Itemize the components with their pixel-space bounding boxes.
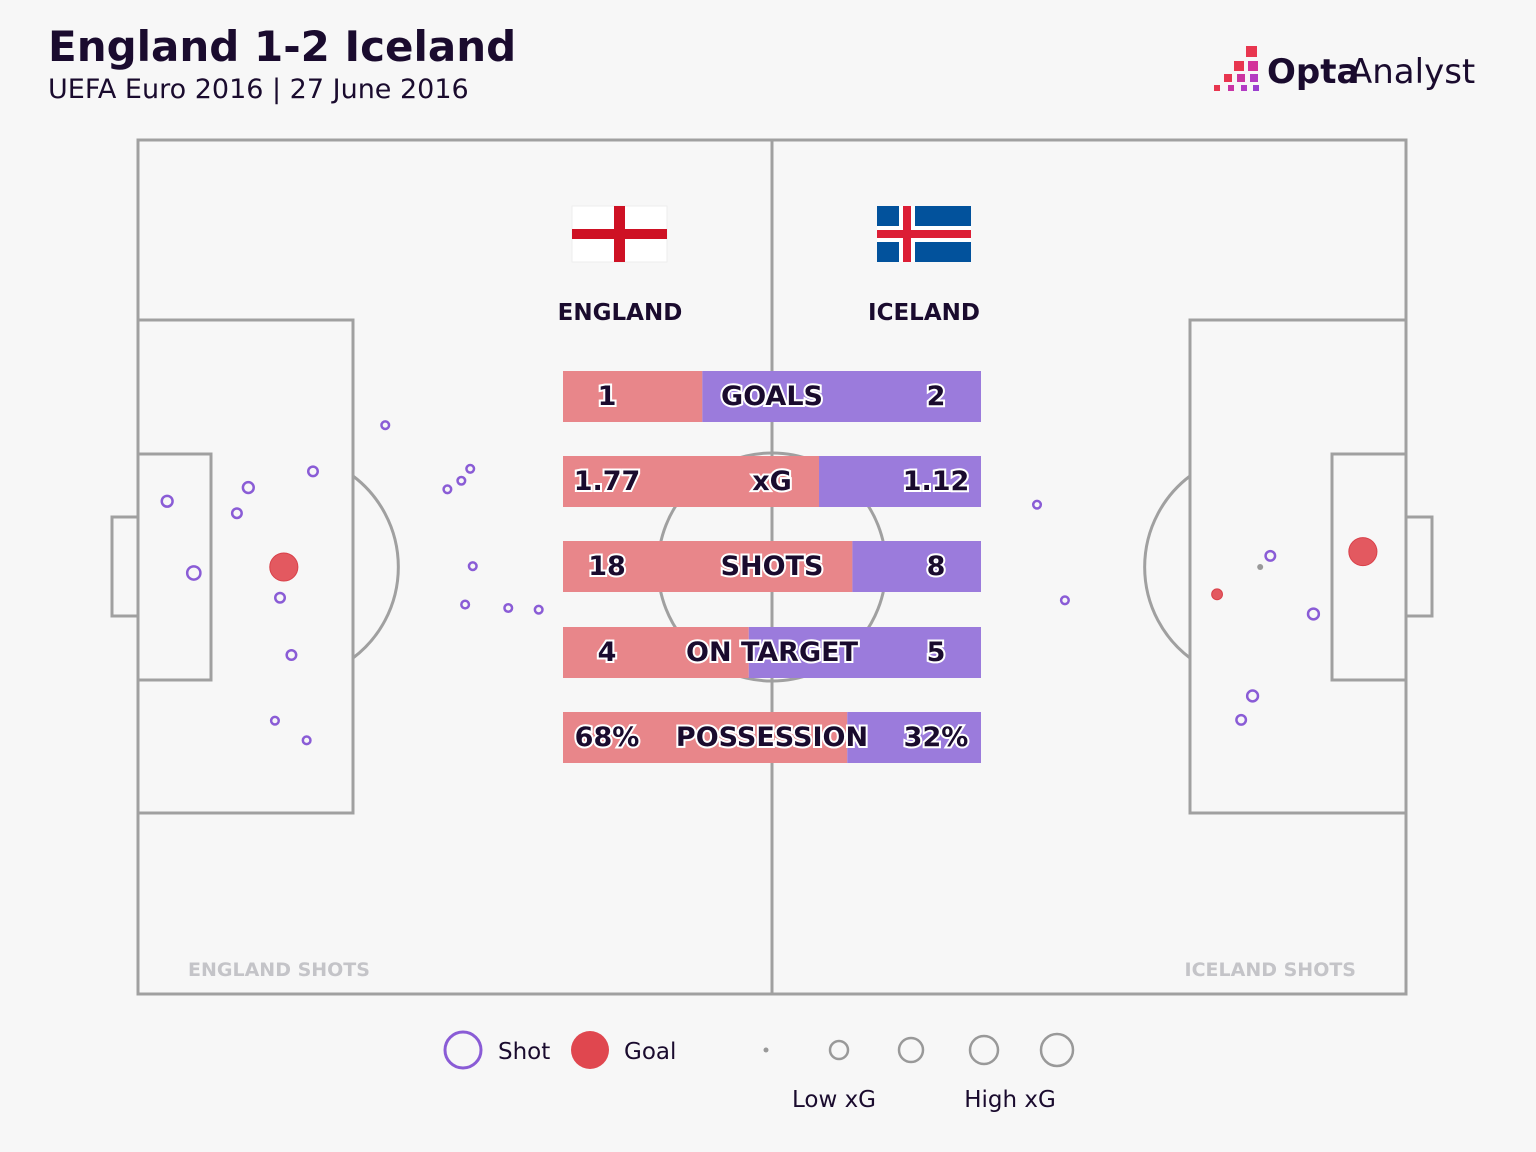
shot-marker xyxy=(456,475,467,486)
shot-marker xyxy=(503,602,514,614)
shot-marker xyxy=(1031,499,1043,510)
pitch xyxy=(110,138,1434,996)
shot-marker xyxy=(1059,595,1070,606)
stat-label: xG xyxy=(752,466,792,497)
home-bar xyxy=(563,627,749,678)
legend-xg-size-3-icon xyxy=(897,1036,925,1064)
stat-label: SHOTS xyxy=(721,551,824,582)
logo-text-bold: Opta xyxy=(1267,52,1359,92)
stat-row-goals: 1 GOALS 2 xyxy=(563,371,981,422)
right-penalty-arc xyxy=(1143,474,1191,660)
home-team-name: ENGLAND xyxy=(558,300,683,326)
shot-marker xyxy=(442,484,453,495)
legend-xg-size-1-icon xyxy=(763,1047,769,1053)
away-bar xyxy=(852,541,981,592)
shot-marker xyxy=(465,463,476,474)
shot-marker xyxy=(1306,607,1321,621)
home-bar xyxy=(563,712,848,763)
left-penalty-box xyxy=(136,318,355,815)
right-goal xyxy=(1404,515,1434,618)
stats-comparison: 1 GOALS 2 1.77 xG 1.12 18 SHOTS 8 4 ON TARGET 5 68% P… xyxy=(563,371,981,763)
home-value: 1.77 xyxy=(574,466,641,497)
shot-marker xyxy=(285,648,298,661)
shot-marker xyxy=(274,591,287,604)
logo-text-light: Analyst xyxy=(1349,52,1475,92)
iceland-flag-icon xyxy=(877,206,971,262)
legend-high-xg-label: High xG xyxy=(964,1087,1056,1113)
away-bar xyxy=(847,712,981,763)
shot-marker xyxy=(241,480,255,495)
shot-marker xyxy=(1245,689,1260,703)
away-value: 5 xyxy=(927,637,946,668)
shot-marker xyxy=(269,715,280,726)
goal-marker xyxy=(1348,537,1378,567)
away-value: 2 xyxy=(927,381,946,412)
home-bar xyxy=(563,456,820,507)
legend-goal-label: Goal xyxy=(624,1039,676,1065)
shot-marker xyxy=(1264,549,1277,562)
shot-marker xyxy=(1257,564,1264,570)
right-six-yard-box xyxy=(1330,452,1408,682)
logo-mark-icon xyxy=(1214,46,1259,91)
shot-marker xyxy=(185,565,202,581)
home-value: 68% xyxy=(575,722,640,753)
stat-label: ON TARGET xyxy=(686,637,859,668)
legend-xg-size-2-icon xyxy=(828,1039,850,1061)
stat-label: POSSESSION xyxy=(676,722,868,753)
stat-row-shots: 18 SHOTS 8 xyxy=(563,541,981,592)
shot-marker xyxy=(533,604,544,615)
away-bar xyxy=(748,627,981,678)
legend-xg-size-5-icon xyxy=(1039,1032,1075,1068)
left-goal xyxy=(110,515,140,618)
home-value: 18 xyxy=(588,551,626,582)
home-shots-label: ENGLAND SHOTS xyxy=(188,959,370,981)
shot-marker xyxy=(306,465,319,478)
shots-layer xyxy=(160,420,1378,746)
away-bar xyxy=(702,371,981,422)
away-team-name: ICELAND xyxy=(868,300,980,326)
legend-xg-size-4-icon xyxy=(968,1034,1000,1066)
legend: Shot Goal Low xG High xG xyxy=(443,1030,1075,1113)
legend-goal-icon xyxy=(571,1031,609,1069)
england-flag-icon xyxy=(571,205,668,263)
left-penalty-arc xyxy=(352,474,400,660)
home-value: 4 xyxy=(598,637,617,668)
stat-row-on-target: 4 ON TARGET 5 xyxy=(563,627,981,678)
left-six-yard-box xyxy=(136,452,213,682)
stat-row-xg: 1.77 xG 1.12 xyxy=(563,456,981,507)
shot-marker xyxy=(160,494,174,508)
page-subtitle: UEFA Euro 2016 | 27 June 2016 xyxy=(48,74,469,105)
home-value: 1 xyxy=(598,381,617,412)
away-shots-label: ICELAND SHOTS xyxy=(1185,959,1356,981)
home-bar xyxy=(563,371,703,422)
away-value: 1.12 xyxy=(903,466,970,497)
goal-marker xyxy=(1211,588,1223,601)
away-value: 8 xyxy=(927,551,946,582)
away-bar xyxy=(819,456,981,507)
shot-marker xyxy=(380,420,391,431)
shot-marker xyxy=(467,561,478,572)
opta-analyst-logo: Opta Analyst xyxy=(1214,46,1475,92)
goal-marker xyxy=(269,552,299,582)
legend-low-xg-label: Low xG xyxy=(792,1087,876,1113)
right-penalty-box xyxy=(1188,318,1408,815)
stat-label: GOALS xyxy=(721,381,823,412)
shot-marker xyxy=(230,507,243,520)
legend-shot-icon xyxy=(443,1030,483,1070)
legend-shot-label: Shot xyxy=(498,1039,550,1065)
stat-row-possession: 68% POSSESSION 32% xyxy=(563,712,981,763)
shot-marker xyxy=(1235,713,1248,726)
shot-marker xyxy=(460,599,471,610)
away-value: 32% xyxy=(904,722,969,753)
home-bar xyxy=(563,541,853,592)
page-title: England 1-2 Iceland xyxy=(48,22,516,71)
shot-marker xyxy=(301,735,312,746)
